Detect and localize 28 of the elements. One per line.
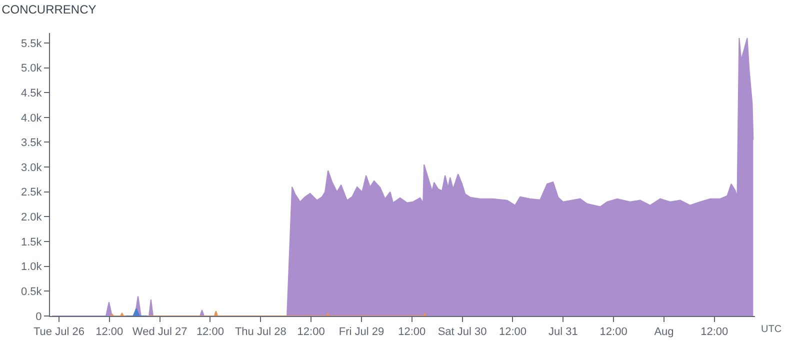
chart-title: CONCURRENCY	[2, 2, 96, 17]
x-tick-label: Sat Jul 30	[438, 326, 487, 338]
y-tick-label: 1.5k	[21, 236, 42, 248]
y-tick-label: 5.0k	[21, 62, 42, 75]
x-tick-label: Wed Jul 27	[132, 326, 188, 338]
y-tick-label: 0	[36, 310, 42, 323]
x-tick-label: 12:00	[398, 326, 426, 338]
y-tick-label: 1.0k	[21, 261, 42, 274]
y-tick-label: 5.5k	[21, 38, 42, 50]
x-tick-label: Tue Jul 26	[33, 326, 84, 338]
x-tick-label: Jul 31	[548, 326, 578, 338]
x-tick-label: 12:00	[498, 326, 526, 338]
y-tick-label: 2.0k	[21, 212, 42, 224]
x-tick-label: 12:00	[96, 326, 124, 338]
x-tick-label: 12:00	[297, 326, 325, 338]
y-tick-label: 3.5k	[21, 137, 42, 150]
y-tick-label: 4.0k	[21, 112, 42, 124]
y-tick-label: 4.5k	[21, 87, 42, 100]
x-tick-label: Aug	[654, 326, 674, 338]
x-tick-label: 12:00	[700, 326, 728, 338]
y-tick-label: 0.5k	[21, 286, 42, 298]
x-tick-label: Thu Jul 28	[234, 326, 286, 338]
x-tick-label: 12:00	[196, 326, 224, 338]
y-tick-label: 2.5k	[21, 186, 42, 199]
x-axis-title: UTC	[761, 324, 782, 335]
y-tick-label: 3.0k	[21, 162, 42, 174]
x-tick-label: Fri Jul 29	[338, 326, 384, 338]
x-tick-label: 12:00	[600, 326, 628, 338]
